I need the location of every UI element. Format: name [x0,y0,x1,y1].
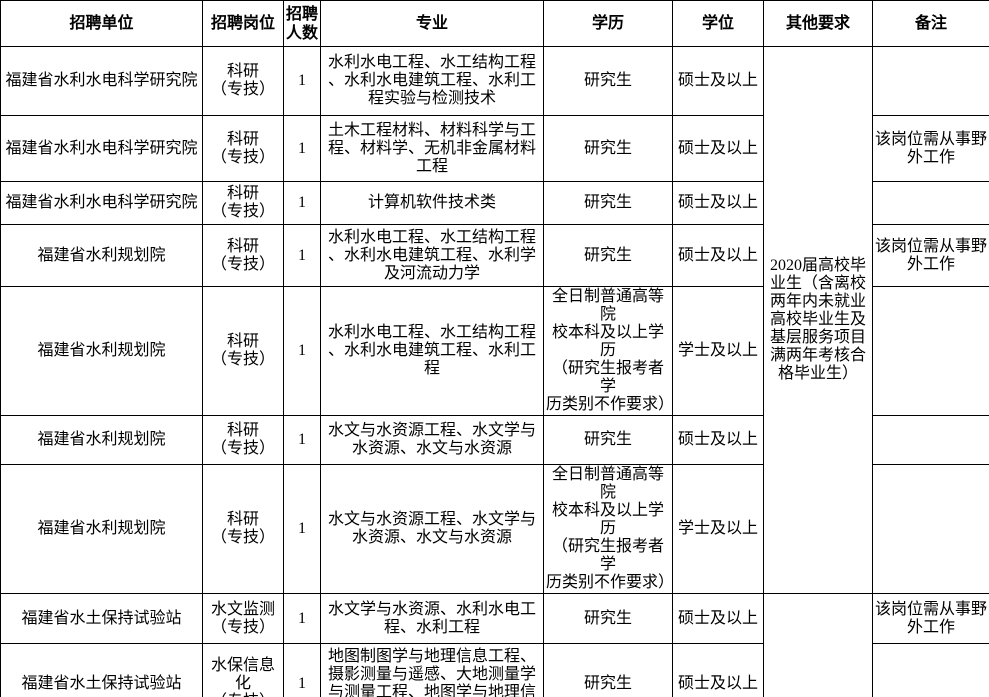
unit-cell: 福建省水利水电科学研究院 [0,46,203,116]
header-note: 备注 [872,0,989,47]
note-cell [872,286,989,416]
degree-cell: 硕士及以上 [672,643,764,697]
position-cell: 科研 （专技） [202,46,284,116]
header-unit: 招聘单位 [0,0,203,47]
unit-cell: 福建省水土保持试验站 [0,643,203,697]
note-cell: 该岗位需从事野外工作 [872,224,989,287]
degree-cell: 硕士及以上 [672,115,764,182]
major-cell: 水文与水资源工程、水文学与水资源、水文与水资源 [320,464,544,594]
position-cell: 水文监测 （专技） [202,593,284,644]
note-cell [872,643,989,697]
major-cell: 水文学与水资源、水利水电工程、水利工程 [320,593,544,644]
header-major: 专业 [320,0,544,47]
note-cell: 该岗位需从事野外工作 [872,593,989,644]
count-cell: 1 [283,115,321,182]
education-cell: 研究生 [543,181,673,225]
count-cell: 1 [283,643,321,697]
degree-cell: 硕士及以上 [672,181,764,225]
count-cell: 1 [283,593,321,644]
table-row: 福建省水利规划院 科研 （专技） 1 水利水电工程、水工结构工程、水利水电建筑工… [0,224,989,287]
education-cell: 研究生 [543,593,673,644]
position-cell: 科研 （专技） [202,415,284,465]
other-requirement-empty-cell [763,593,873,697]
major-cell: 计算机软件技术类 [320,181,544,225]
degree-cell: 学士及以上 [672,464,764,594]
unit-cell: 福建省水利规划院 [0,224,203,287]
count-cell: 1 [283,415,321,465]
degree-cell: 硕士及以上 [672,46,764,116]
count-cell: 1 [283,46,321,116]
position-cell: 科研 （专技） [202,224,284,287]
table-row: 福建省水土保持试验站 水文监测 （专技） 1 水文学与水资源、水利水电工程、水利… [0,593,989,697]
major-cell: 水利水电工程、水工结构工程、水利水电建筑工程、水利工程实验与检测技术 [320,46,544,116]
count-cell: 1 [283,286,321,416]
major-cell: 土木工程材料、材料科学与工程、材料学、无机非金属材料工程 [320,115,544,182]
unit-cell: 福建省水利规划院 [0,464,203,594]
education-cell: 研究生 [543,224,673,287]
education-cell: 研究生 [543,115,673,182]
count-cell: 1 [283,464,321,594]
header-education: 学历 [543,0,673,47]
note-cell: 该岗位需从事野外工作 [872,115,989,182]
unit-cell: 福建省水利规划院 [0,286,203,416]
table-row: 福建省水利水电科学研究院 科研 （专技） 1 土木工程材料、材料科学与工程、材料… [0,115,989,182]
position-cell: 科研 （专技） [202,115,284,182]
table-row: 福建省水利水电科学研究院 科研 （专技） 1 计算机软件技术类 研究生 硕士及以… [0,181,989,225]
header-other-requirement: 其他要求 [763,0,873,47]
unit-cell: 福建省水土保持试验站 [0,593,203,644]
education-cell: 研究生 [543,46,673,116]
education-cell: 研究生 [543,643,673,697]
major-cell: 水文与水资源工程、水文学与水资源、水文与水资源 [320,415,544,465]
major-cell: 水利水电工程、水工结构工程、水利水电建筑工程、水利学及河流动力学 [320,224,544,287]
education-cell: 全日制普通高等院 校本科及以上学历 （研究生报考者学 历类别不作要求） [543,464,673,594]
header-count: 招聘 人数 [283,0,321,47]
degree-cell: 硕士及以上 [672,593,764,644]
unit-cell: 福建省水利规划院 [0,415,203,465]
degree-cell: 学士及以上 [672,286,764,416]
count-cell: 1 [283,181,321,225]
note-cell [872,415,989,465]
degree-cell: 硕士及以上 [672,415,764,465]
note-cell [872,464,989,594]
unit-cell: 福建省水利水电科学研究院 [0,181,203,225]
education-cell: 全日制普通高等院 校本科及以上学历 （研究生报考者学 历类别不作要求） [543,286,673,416]
header-row: 招聘单位 招聘岗位 招聘 人数 专业 学历 学位 其他要求 备注 [0,0,989,47]
position-cell: 科研 （专技） [202,464,284,594]
position-cell: 科研 （专技） [202,181,284,225]
major-cell: 地图制图学与地理信息工程、摄影测量与遥感、大地测量学与测量工程、地图学与地理信息… [320,643,544,697]
position-cell: 水保信息化 （专技） [202,643,284,697]
unit-cell: 福建省水利水电科学研究院 [0,115,203,182]
count-cell: 1 [283,224,321,287]
other-requirement-merged-cell: 2020届高校毕 业生（含离校 两年内未就业 高校毕业生及 基层服务项目 满两年… [763,46,873,594]
table-row: 福建省水利规划院 科研 （专技） 1 水利水电工程、水工结构工程、水利水电建筑工… [0,286,989,416]
header-position: 招聘岗位 [202,0,284,47]
table-row: 福建省水利水电科学研究院 科研 （专技） 1 水利水电工程、水工结构工程、水利水… [0,46,989,594]
note-cell [872,46,989,116]
table-row: 福建省水利规划院 科研 （专技） 1 水文与水资源工程、水文学与水资源、水文与水… [0,415,989,465]
position-cell: 科研 （专技） [202,286,284,416]
table-row: 福建省水利规划院 科研 （专技） 1 水文与水资源工程、水文学与水资源、水文与水… [0,464,989,594]
degree-cell: 硕士及以上 [672,224,764,287]
header-degree: 学位 [672,0,764,47]
major-cell: 水利水电工程、水工结构工程、水利水电建筑工程、水利工程 [320,286,544,416]
table-row: 福建省水土保持试验站 水保信息化 （专技） 1 地图制图学与地理信息工程、摄影测… [0,643,989,697]
note-cell [872,181,989,225]
education-cell: 研究生 [543,415,673,465]
